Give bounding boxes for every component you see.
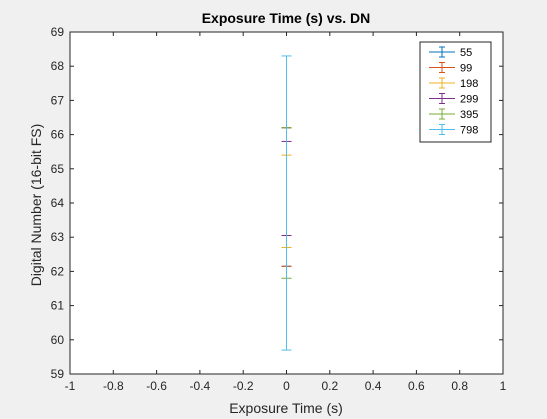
legend-label: 55 bbox=[460, 47, 472, 59]
x-tick-label: 0 bbox=[283, 379, 290, 393]
x-tick-label: 0.6 bbox=[408, 379, 425, 393]
plot-border bbox=[69, 31, 504, 375]
legend-item-395[interactable]: 395 bbox=[429, 108, 478, 121]
errorbar-series-798 bbox=[281, 55, 292, 351]
x-tick-label: -0.4 bbox=[190, 379, 211, 393]
legend[interactable]: 55 99 198 299 395 798 bbox=[419, 41, 492, 143]
y-tick-label: 68 bbox=[51, 59, 65, 73]
y-tick-label: 69 bbox=[51, 25, 65, 39]
legend-item-198[interactable]: 198 bbox=[429, 77, 478, 90]
legend-label: 395 bbox=[460, 109, 478, 121]
legend-label: 798 bbox=[460, 125, 478, 137]
x-axis-ticks: -1 -0.8 -0.6 -0.4 -0.2 0 0.2 0.4 0.6 0.8 1 bbox=[65, 32, 507, 393]
x-tick-label: 1 bbox=[500, 379, 507, 393]
y-tick-label: 63 bbox=[51, 230, 65, 244]
legend-box bbox=[419, 41, 492, 143]
legend-item-798[interactable]: 798 bbox=[429, 124, 478, 137]
y-tick-label: 65 bbox=[51, 162, 65, 176]
legend-label: 99 bbox=[460, 63, 472, 75]
x-tick-label: -0.6 bbox=[146, 379, 167, 393]
x-tick-label: 0.4 bbox=[365, 379, 382, 393]
y-axis-label: Digital Number (16-bit FS) bbox=[28, 124, 44, 287]
y-tick-label: 62 bbox=[51, 264, 65, 278]
x-tick-label: -1 bbox=[65, 379, 76, 393]
legend-label: 299 bbox=[460, 94, 478, 106]
y-tick-label: 60 bbox=[51, 333, 65, 347]
legend-item-55[interactable]: 55 bbox=[429, 46, 472, 59]
y-tick-label: 67 bbox=[51, 93, 65, 107]
x-tick-label: 0.2 bbox=[321, 379, 338, 393]
y-tick-label: 61 bbox=[51, 299, 65, 313]
y-axis-ticks: 59 60 61 62 63 64 65 66 67 68 69 bbox=[51, 25, 503, 381]
x-tick-label: -0.2 bbox=[233, 379, 254, 393]
x-axis-label: Exposure Time (s) bbox=[229, 400, 343, 416]
legend-item-299[interactable]: 299 bbox=[429, 93, 478, 106]
y-tick-label: 59 bbox=[51, 367, 65, 381]
y-tick-label: 66 bbox=[51, 128, 65, 142]
y-tick-label: 64 bbox=[51, 196, 65, 210]
x-tick-label: -0.8 bbox=[103, 379, 124, 393]
legend-item-99[interactable]: 99 bbox=[429, 62, 472, 75]
chart-title: Exposure Time (s) vs. DN bbox=[202, 10, 371, 26]
legend-label: 198 bbox=[460, 78, 478, 90]
series-layer bbox=[281, 55, 292, 351]
x-tick-label: 0.8 bbox=[451, 379, 468, 393]
